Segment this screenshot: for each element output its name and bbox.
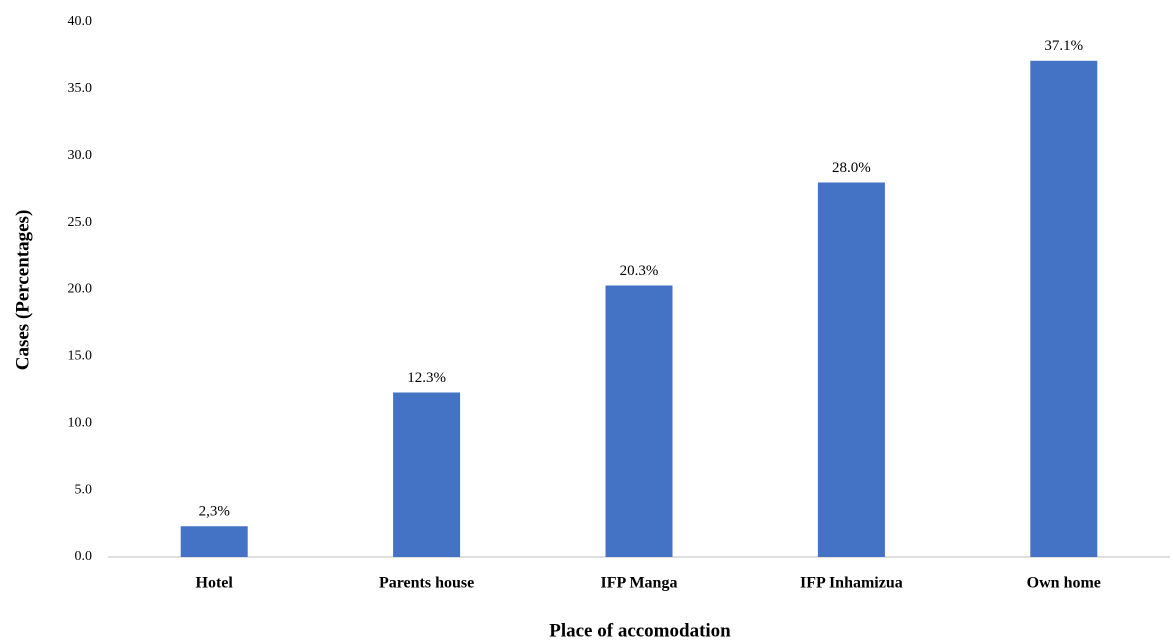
y-tick-label: 10.0 <box>68 415 93 430</box>
value-label: 28.0% <box>832 160 871 176</box>
bar <box>605 285 673 557</box>
y-tick-label: 40.0 <box>68 14 93 29</box>
x-tick-label: Parents house <box>379 575 474 592</box>
y-tick-label: 25.0 <box>68 215 93 230</box>
value-label: 37.1% <box>1044 38 1083 54</box>
y-tick-label: 30.0 <box>68 148 93 163</box>
x-tick-label: Hotel <box>196 575 234 592</box>
y-tick-label: 5.0 <box>75 482 93 497</box>
y-tick-label: 35.0 <box>68 81 93 96</box>
value-label: 20.3% <box>620 263 659 279</box>
bar <box>180 526 248 557</box>
x-axis-title: Place of accomodation <box>549 620 731 641</box>
y-tick-label: 0.0 <box>75 549 93 564</box>
value-label: 12.3% <box>407 370 446 386</box>
bar <box>393 392 461 557</box>
value-label: 2,3% <box>199 504 230 520</box>
y-axis-title: Cases (Percentages) <box>12 210 33 371</box>
x-tick-label: IFP Inhamizua <box>800 575 903 592</box>
bar <box>1030 60 1098 557</box>
y-tick-label: 15.0 <box>68 349 93 364</box>
y-tick-label: 20.0 <box>68 282 93 297</box>
x-tick-label: Own home <box>1027 575 1101 592</box>
bar <box>817 182 885 557</box>
x-tick-label: IFP Manga <box>601 575 678 592</box>
